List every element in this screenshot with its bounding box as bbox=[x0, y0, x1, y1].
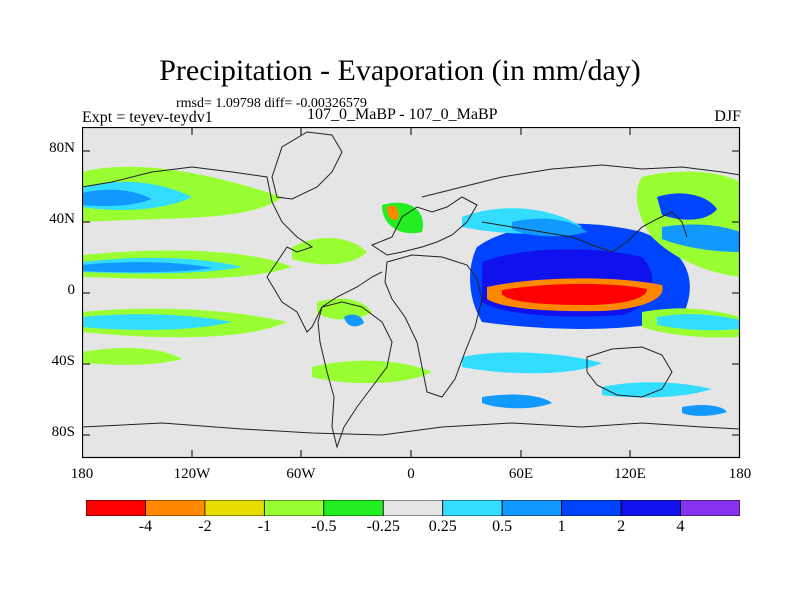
field-blob bbox=[344, 314, 364, 327]
coastline bbox=[271, 131, 343, 200]
lat-label: 40N bbox=[49, 211, 75, 227]
coastline bbox=[586, 346, 673, 398]
coastline bbox=[317, 301, 393, 449]
field-blob bbox=[462, 352, 602, 374]
field-blob bbox=[602, 382, 712, 398]
field-blob bbox=[662, 224, 740, 252]
colorbar-label: 4 bbox=[676, 518, 685, 535]
lon-label: 180 bbox=[728, 466, 752, 482]
field-blob bbox=[502, 283, 647, 305]
field-blob bbox=[82, 262, 212, 273]
lon-label: 120W bbox=[173, 466, 211, 482]
field-layer bbox=[82, 166, 740, 416]
coastline bbox=[370, 196, 478, 256]
field-blob bbox=[682, 404, 727, 416]
field-blob bbox=[82, 314, 232, 330]
lat-label: 80S bbox=[51, 424, 75, 440]
field-blob bbox=[657, 314, 740, 331]
lon-label: 60W bbox=[286, 466, 316, 482]
colorbar-label: -1 bbox=[257, 518, 272, 535]
coastline bbox=[421, 164, 741, 198]
field-blob bbox=[387, 205, 399, 220]
lon-label: 60E bbox=[508, 466, 534, 482]
colorbar-swatch bbox=[86, 500, 146, 516]
colorbar-label: 2 bbox=[617, 518, 626, 535]
field-blob bbox=[317, 298, 372, 320]
colorbar-swatch bbox=[204, 500, 265, 516]
colorbar-swatch bbox=[145, 500, 206, 516]
coastline bbox=[481, 211, 688, 253]
colorbar bbox=[86, 500, 740, 516]
lat-label: 0 bbox=[67, 282, 76, 298]
colorbar-label: -2 bbox=[198, 518, 212, 535]
coastline-layer bbox=[82, 131, 741, 449]
lat-label: 40S bbox=[51, 353, 75, 369]
coastline bbox=[82, 166, 383, 333]
map-plot bbox=[82, 127, 741, 459]
stats-line: rmsd= 1.09798 diff= -0.00326579 bbox=[176, 96, 367, 111]
coastline bbox=[384, 254, 483, 398]
experiment-label: Expt = teyev-teydv1 bbox=[82, 109, 213, 126]
colorbar-swatch bbox=[263, 500, 325, 516]
tick-layer bbox=[82, 127, 740, 458]
subtitle: 107_0_MaBP - 107_0_MaBP bbox=[307, 106, 498, 123]
colorbar-swatch bbox=[620, 500, 681, 516]
field-blob bbox=[482, 394, 552, 409]
colorbar-swatch bbox=[382, 500, 444, 516]
colorbar-label: 0.25 bbox=[428, 518, 457, 535]
field-blob bbox=[512, 218, 587, 237]
colorbar-label: -4 bbox=[138, 518, 153, 535]
colorbar-swatch bbox=[442, 500, 503, 516]
field-blob bbox=[82, 189, 152, 207]
colorbar-label: 1 bbox=[557, 518, 566, 535]
colorbar-swatch bbox=[501, 500, 563, 516]
map-title: Precipitation - Evaporation (in mm/day) bbox=[159, 54, 641, 87]
coastline bbox=[82, 422, 741, 436]
field-blob bbox=[82, 347, 182, 365]
colorbar-swatch bbox=[561, 500, 622, 516]
season-label: DJF bbox=[714, 108, 741, 125]
colorbar-label: -0.5 bbox=[311, 518, 337, 535]
colorbar-swatch bbox=[680, 500, 740, 516]
lon-label: 0 bbox=[407, 466, 415, 482]
field-blob bbox=[657, 193, 717, 220]
lon-label: 180 bbox=[70, 466, 94, 482]
field-blob bbox=[292, 237, 367, 265]
lat-label: 80N bbox=[49, 140, 75, 156]
colorbar-label: 0.5 bbox=[492, 518, 513, 535]
lon-label: 120E bbox=[614, 466, 646, 482]
colorbar-label: -0.25 bbox=[366, 518, 400, 535]
field-blob bbox=[312, 360, 432, 384]
colorbar-swatch bbox=[323, 500, 384, 516]
